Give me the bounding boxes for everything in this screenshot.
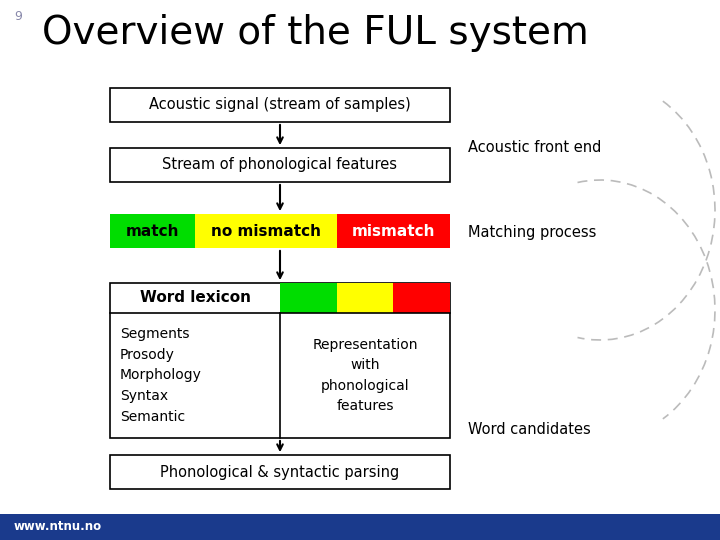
Text: www.ntnu.no: www.ntnu.no	[14, 521, 102, 534]
Text: Acoustic front end: Acoustic front end	[468, 140, 601, 156]
Text: Phonological & syntactic parsing: Phonological & syntactic parsing	[161, 464, 400, 480]
Text: Word lexicon: Word lexicon	[140, 291, 251, 306]
Bar	[280, 283, 337, 313]
Text: no mismatch: no mismatch	[211, 224, 321, 239]
Bar	[337, 214, 450, 248]
Bar	[393, 283, 450, 313]
Bar	[110, 455, 450, 489]
Text: match: match	[126, 224, 179, 239]
Bar	[337, 283, 393, 313]
Text: Representation
with
phonological
features: Representation with phonological feature…	[312, 338, 418, 414]
Bar	[110, 148, 450, 182]
Bar	[0, 514, 720, 540]
Text: Acoustic signal (stream of samples): Acoustic signal (stream of samples)	[149, 98, 411, 112]
Text: Segments
Prosody
Morphology
Syntax
Semantic: Segments Prosody Morphology Syntax Seman…	[120, 327, 202, 424]
Bar	[110, 214, 195, 248]
Text: Overview of the FUL system: Overview of the FUL system	[42, 14, 589, 52]
Text: mismatch: mismatch	[352, 224, 436, 239]
Bar	[110, 88, 450, 122]
Text: Word candidates: Word candidates	[468, 422, 590, 437]
Bar	[195, 214, 337, 248]
Text: Stream of phonological features: Stream of phonological features	[163, 158, 397, 172]
Text: 9: 9	[14, 10, 22, 23]
Text: Matching process: Matching process	[468, 225, 596, 240]
Bar	[110, 283, 450, 438]
